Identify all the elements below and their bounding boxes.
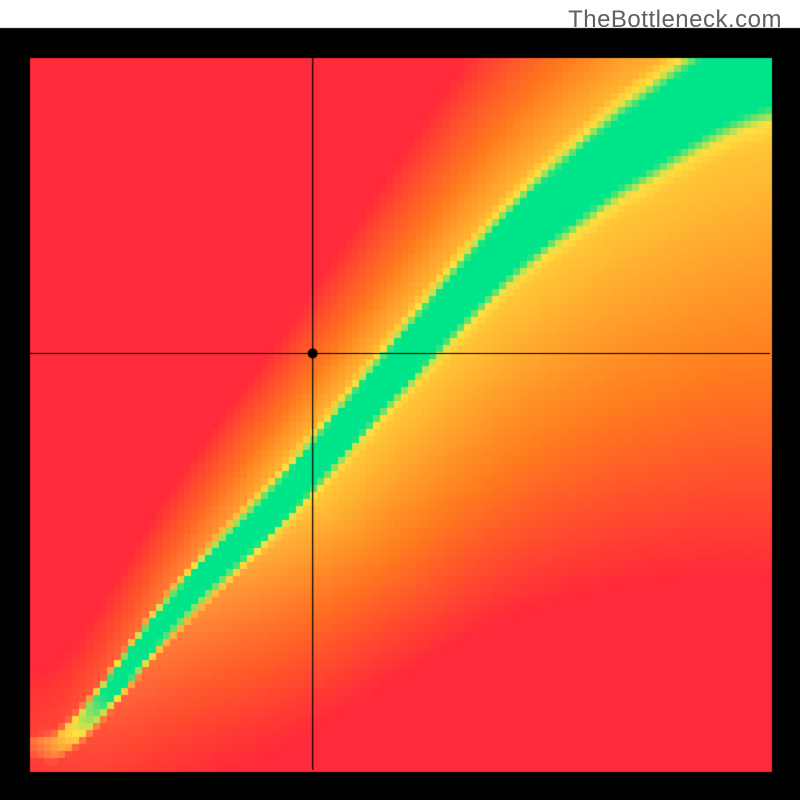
watermark-text: TheBottleneck.com: [568, 6, 782, 34]
bottleneck-heatmap-canvas: [0, 0, 800, 800]
chart-container: TheBottleneck.com: [0, 0, 800, 800]
